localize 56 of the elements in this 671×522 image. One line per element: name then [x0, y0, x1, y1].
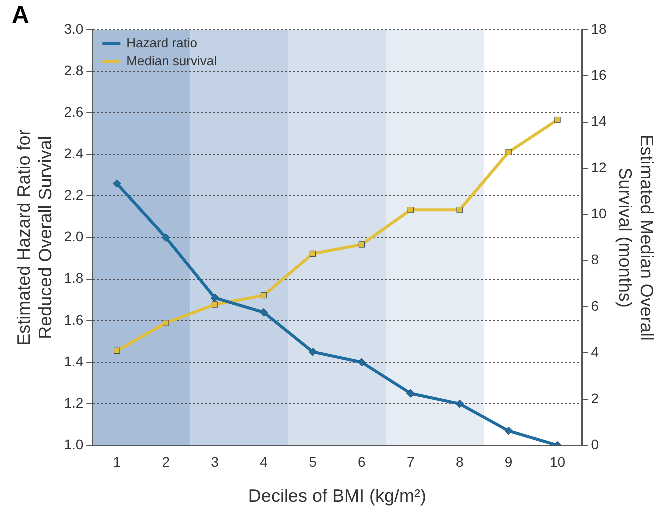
- point: [310, 250, 316, 258]
- point: [456, 400, 464, 408]
- x-tick-label: 1: [113, 454, 122, 470]
- y2-tick-label: 10: [591, 206, 608, 222]
- legend-label: Hazard ratio: [126, 36, 198, 51]
- point: [554, 116, 561, 124]
- x-tick-label: 7: [406, 454, 415, 470]
- x-tick-label: 3: [211, 454, 220, 470]
- y2-tick-label: 2: [591, 390, 600, 406]
- y-axis-title: Estimated Hazard Ratio for Reduced Overall Survival: [14, 130, 56, 346]
- x-tick-label: 5: [309, 454, 318, 470]
- y2-axis-title: Estimated Median Overall Survival (months): [616, 134, 658, 341]
- point: [406, 389, 416, 398]
- y2-tick-label: 14: [591, 113, 608, 130]
- x-tick-label: 2: [162, 454, 170, 470]
- point: [163, 320, 170, 326]
- x-tick-label: 10: [550, 454, 566, 470]
- point: [358, 358, 366, 367]
- y-tick-label: 2.0: [64, 228, 84, 245]
- y-tick-label: 2.6: [64, 104, 84, 120]
- y-tick-label: 1.4: [64, 353, 84, 370]
- point: [260, 292, 268, 299]
- x-axis-title: Deciles of BMI (kg/m²): [248, 486, 426, 506]
- x-tick-label: 9: [504, 454, 513, 470]
- y2-tick-label: 0: [591, 436, 600, 452]
- y-tick-label: 1.0: [64, 436, 84, 452]
- y-tick-label: 2.4: [64, 146, 84, 162]
- y2-tick-label: 18: [591, 20, 608, 37]
- point: [260, 308, 268, 317]
- y-tick-label: 1.8: [64, 270, 84, 286]
- y-tick-label: 1.2: [64, 394, 84, 411]
- point: [162, 234, 170, 242]
- y-tick-label: 1.6: [64, 312, 84, 328]
- y2-tick-label: 8: [591, 252, 600, 268]
- legend-label: Median survival: [126, 54, 218, 69]
- point: [114, 348, 120, 354]
- point: [212, 302, 218, 308]
- point: [210, 294, 220, 302]
- y2-tick-label: 12: [591, 159, 608, 176]
- x-tick-label: 8: [456, 454, 464, 470]
- point: [112, 180, 122, 188]
- x-tick-label: 4: [260, 454, 268, 470]
- y-tick-label: 3.0: [64, 20, 84, 37]
- point: [504, 426, 514, 436]
- point: [506, 149, 512, 156]
- point: [358, 242, 365, 248]
- point: [308, 348, 318, 356]
- y-tick-label: 2.2: [64, 187, 84, 204]
- point: [456, 207, 463, 214]
- point: [408, 207, 414, 214]
- y2-tick-label: 16: [591, 67, 608, 84]
- x-tick-label: 6: [358, 454, 366, 470]
- y2-tick-label: 4: [591, 344, 600, 360]
- chart-title: A: [12, 2, 30, 30]
- y2-tick-label: 6: [591, 298, 600, 314]
- y-tick-label: 2.8: [64, 62, 84, 78]
